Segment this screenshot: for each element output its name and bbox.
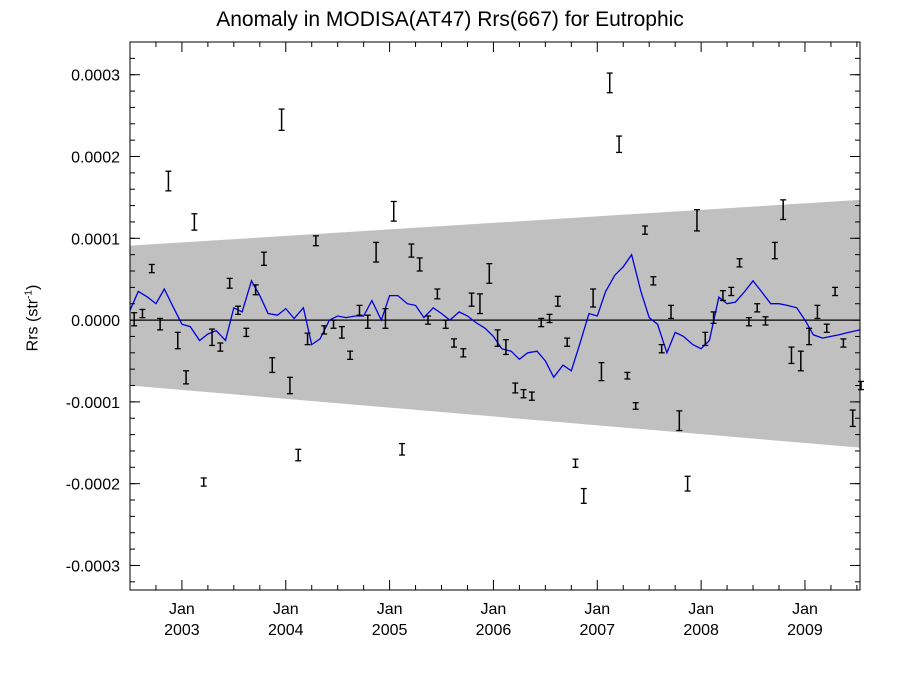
- y-tick-label: 0.0001: [71, 231, 120, 248]
- x-tick-label-month: Jan: [584, 601, 610, 618]
- x-tick-label-year: 2007: [579, 622, 615, 639]
- x-tick-label-month: Jan: [688, 601, 714, 618]
- confidence-band: [130, 199, 860, 448]
- x-tick-label-year: 2009: [787, 622, 823, 639]
- x-tick-label-month: Jan: [481, 601, 507, 618]
- y-tick-label: 0.0000: [71, 313, 120, 330]
- x-tick-label-year: 2003: [164, 622, 200, 639]
- y-tick-label: 0.0002: [71, 150, 120, 167]
- x-tick-label-month: Jan: [377, 601, 403, 618]
- y-tick-label: -0.0002: [66, 477, 120, 494]
- y-tick-label: -0.0001: [66, 395, 120, 412]
- smoothed-anomaly-line: [129, 253, 861, 379]
- y-tick-label: 0.0003: [71, 68, 120, 85]
- x-tick-label-year: 2008: [683, 622, 719, 639]
- y-tick-label: -0.0003: [66, 558, 120, 575]
- x-tick-label-month: Jan: [792, 601, 818, 618]
- x-tick-label-month: Jan: [169, 601, 195, 618]
- chart-title: Anomaly in MODISA(AT47) Rrs(667) for Eut…: [216, 8, 684, 31]
- x-tick-label-year: 2004: [268, 622, 304, 639]
- x-tick-label-month: Jan: [273, 601, 299, 618]
- plot-frame: [129, 41, 861, 591]
- x-tick-label-year: 2005: [372, 622, 408, 639]
- x-tick-label-year: 2006: [476, 622, 512, 639]
